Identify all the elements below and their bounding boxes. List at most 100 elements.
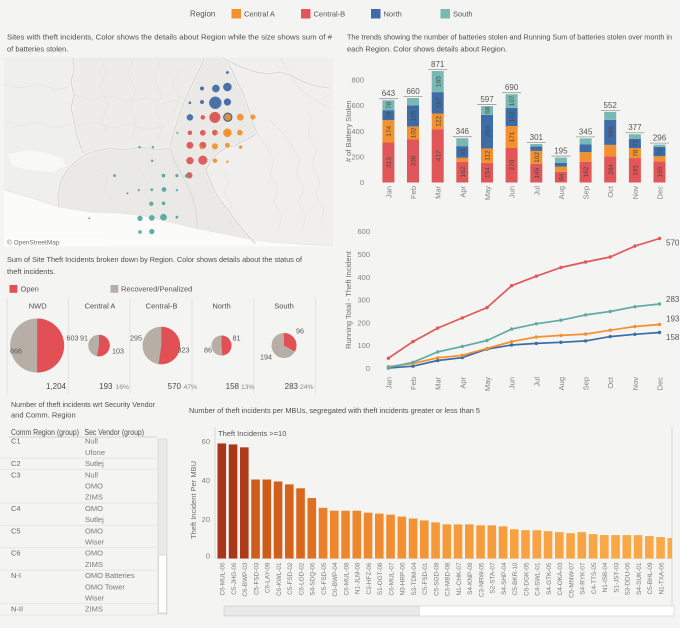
- svg-text:603: 603: [67, 334, 79, 343]
- svg-text:May: May: [483, 377, 492, 391]
- svg-text:100: 100: [357, 341, 370, 350]
- svg-text:C1: C1: [11, 437, 21, 446]
- svg-text:Jul: Jul: [532, 186, 541, 196]
- svg-text:167: 167: [435, 97, 442, 108]
- svg-text:597: 597: [480, 95, 494, 104]
- svg-text:400: 400: [357, 273, 370, 282]
- svg-text:0: 0: [206, 552, 210, 561]
- svg-text:Number of theft incidents wrt: Number of theft incidents wrt Security V…: [11, 400, 155, 409]
- svg-text:301: 301: [530, 133, 544, 142]
- svg-text:Mar: Mar: [434, 186, 443, 199]
- svg-text:417: 417: [435, 150, 442, 161]
- svg-text:Nov: Nov: [631, 186, 640, 200]
- svg-text:Ufone: Ufone: [85, 448, 105, 457]
- svg-text:0: 0: [366, 364, 370, 373]
- svg-text:N1-TXA-06: N1-TXA-06: [658, 562, 665, 594]
- svg-text:C6-LOD-02: C6-LOD-02: [298, 562, 305, 595]
- svg-text:345: 345: [579, 127, 593, 136]
- svg-text:C3-NRW-05: C3-NRW-05: [478, 562, 485, 597]
- svg-text:60: 60: [202, 437, 210, 446]
- svg-text:690: 690: [505, 83, 519, 92]
- svg-text:Running Total - Theft Incident: Running Total - Theft Incident: [344, 250, 353, 349]
- svg-text:81: 81: [233, 334, 241, 343]
- svg-text:South: South: [453, 10, 473, 19]
- svg-text:283: 283: [285, 382, 299, 391]
- svg-text:S1-OGT-08: S1-OGT-08: [377, 562, 384, 595]
- svg-text:S4-KNP-08: S4-KNP-08: [467, 562, 474, 595]
- svg-text:171: 171: [509, 131, 516, 142]
- svg-text:Apr: Apr: [458, 376, 467, 388]
- svg-text:270: 270: [509, 159, 516, 170]
- svg-text:165: 165: [657, 166, 664, 177]
- svg-text:Feb: Feb: [409, 377, 418, 390]
- svg-text:OMO Tower: OMO Tower: [85, 582, 125, 591]
- svg-text:195: 195: [554, 147, 568, 156]
- svg-text:200: 200: [351, 152, 364, 161]
- svg-text:193: 193: [99, 382, 113, 391]
- svg-text:# of Battery Stolen: # of Battery Stolen: [344, 100, 353, 162]
- svg-text:OMO: OMO: [85, 549, 103, 558]
- svg-text:C5-FSD-02: C5-FSD-02: [287, 562, 294, 595]
- svg-text:16%: 16%: [116, 384, 130, 391]
- svg-text:N1-CHK-07: N1-CHK-07: [456, 562, 463, 595]
- svg-text:78: 78: [633, 149, 640, 157]
- svg-text:283: 283: [666, 295, 680, 304]
- svg-text:theft incidents.: theft incidents.: [7, 267, 55, 276]
- svg-text:C6-DGK-05: C6-DGK-05: [523, 562, 530, 596]
- svg-text:162: 162: [583, 166, 590, 177]
- svg-text:Sutlej: Sutlej: [85, 515, 104, 524]
- svg-text:C5-BKR-10: C5-BKR-10: [512, 562, 519, 595]
- svg-text:S3-DDU-06: S3-DDU-06: [625, 562, 632, 595]
- svg-text:91: 91: [80, 334, 88, 343]
- svg-text:Oct: Oct: [606, 376, 615, 389]
- svg-text:871: 871: [431, 60, 445, 69]
- svg-text:Sum of Site Theft Incidents br: Sum of Site Theft Incidents broken down …: [7, 255, 303, 264]
- svg-text:643: 643: [382, 89, 396, 98]
- svg-text:N-II: N-II: [11, 605, 23, 614]
- svg-text:and Comm. Region: and Comm. Region: [11, 411, 76, 420]
- svg-text:Region: Region: [190, 10, 215, 19]
- svg-text:296: 296: [653, 134, 667, 143]
- svg-text:Null: Null: [85, 470, 98, 479]
- svg-text:OMO Batteries: OMO Batteries: [85, 571, 135, 580]
- svg-text:313: 313: [386, 157, 393, 168]
- svg-text:Sutlej: Sutlej: [85, 459, 104, 468]
- svg-text:S4-SHP-04: S4-SHP-04: [501, 562, 508, 595]
- svg-text:660: 660: [406, 87, 420, 96]
- svg-text:Recovered/Penalized: Recovered/Penalized: [121, 285, 192, 294]
- svg-text:N1-ISB-04: N1-ISB-04: [602, 562, 609, 592]
- svg-text:C4-TTS-05: C4-TTS-05: [591, 562, 598, 594]
- svg-text:194: 194: [260, 353, 272, 362]
- svg-text:S2-STA-07: S2-STA-07: [490, 562, 497, 594]
- svg-text:Nov: Nov: [631, 377, 640, 391]
- svg-text:South: South: [274, 302, 294, 311]
- svg-text:S4-GTK-05: S4-GTK-05: [546, 562, 553, 595]
- svg-text:C6-MUL-08: C6-MUL-08: [343, 562, 350, 595]
- svg-text:191: 191: [633, 164, 640, 175]
- svg-text:ZIMS: ZIMS: [85, 493, 103, 502]
- svg-text:47%: 47%: [184, 384, 198, 391]
- svg-text:N3-HRP-06: N3-HRP-06: [400, 562, 407, 595]
- svg-text:C2: C2: [11, 459, 21, 468]
- svg-text:200: 200: [357, 318, 370, 327]
- svg-text:204: 204: [608, 164, 615, 175]
- svg-text:174: 174: [386, 125, 393, 136]
- svg-text:73: 73: [657, 148, 664, 156]
- svg-text:20: 20: [202, 515, 210, 524]
- svg-text:78: 78: [386, 101, 393, 109]
- svg-text:193: 193: [666, 315, 680, 324]
- svg-text:300: 300: [357, 296, 370, 305]
- svg-text:78: 78: [386, 111, 393, 119]
- svg-text:145: 145: [534, 167, 541, 178]
- svg-text:13%: 13%: [241, 384, 255, 391]
- svg-text:May: May: [483, 186, 492, 200]
- svg-text:each Region. Color shows deta: each Region. Color shows details about R…: [347, 45, 507, 54]
- svg-text:C3-HFZ-06: C3-HFZ-06: [366, 562, 373, 594]
- svg-text:C6: C6: [11, 549, 21, 558]
- svg-text:570: 570: [666, 239, 680, 248]
- svg-text:C5-BHL-09: C5-BHL-09: [647, 562, 654, 594]
- svg-text:C6-BWP-04: C6-BWP-04: [332, 562, 339, 597]
- svg-text:71: 71: [633, 140, 640, 148]
- svg-text:ZIMS: ZIMS: [85, 605, 103, 614]
- svg-text:Number of theft incidents per: Number of theft incidents per MBUs, segr…: [189, 406, 480, 415]
